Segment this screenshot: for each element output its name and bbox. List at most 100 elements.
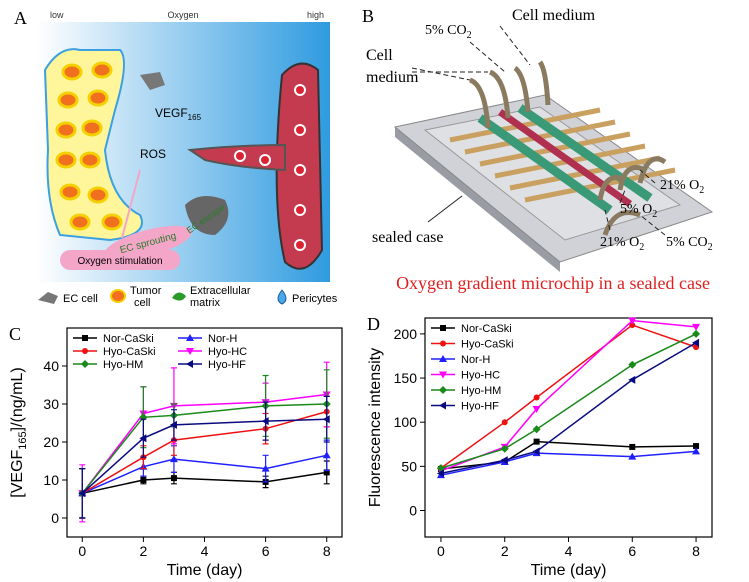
oxygen-label: Oxygen bbox=[167, 10, 198, 20]
legend-marker bbox=[439, 386, 447, 394]
legend-label: Nor-CaSki bbox=[103, 333, 154, 345]
co2-text: 5% CO bbox=[425, 23, 467, 38]
o2-mid: 5% O2 bbox=[620, 202, 657, 220]
legend-marker bbox=[439, 371, 447, 379]
legend-label: Hyo-HC bbox=[208, 346, 247, 358]
legend-matrix: matrix bbox=[190, 297, 220, 309]
co2-bottom: 5% CO2 bbox=[666, 235, 713, 253]
o2-subscript: 2 bbox=[699, 185, 704, 196]
o2-right: 21% O2 bbox=[660, 178, 704, 196]
legend-tumor-icon bbox=[110, 289, 126, 303]
x-tick-label: 6 bbox=[262, 543, 270, 559]
marker bbox=[322, 415, 330, 424]
legend-marker bbox=[440, 325, 446, 331]
x-tick-label: 4 bbox=[201, 543, 209, 559]
red-cells bbox=[234, 84, 306, 251]
ros-label: ROS bbox=[140, 147, 166, 161]
legend-label: Hyo-HF bbox=[208, 359, 246, 371]
ec-cell bbox=[140, 72, 165, 90]
low-label: low bbox=[50, 10, 64, 20]
legend-marker bbox=[82, 335, 88, 341]
co2-subscript: 2 bbox=[708, 242, 713, 253]
x-tick-label: 8 bbox=[692, 543, 700, 559]
marker bbox=[692, 447, 701, 455]
marker bbox=[628, 317, 637, 325]
panel-label: B bbox=[362, 6, 374, 26]
channel-red bbox=[497, 109, 633, 207]
legend-ec-icon bbox=[38, 292, 58, 304]
marker bbox=[170, 475, 177, 482]
panel-label: D bbox=[367, 314, 380, 334]
vegf-text: VEGF bbox=[155, 106, 188, 120]
marker bbox=[533, 394, 540, 401]
o2-text: 5% O bbox=[620, 202, 652, 217]
o2-subscript: 2 bbox=[639, 242, 644, 253]
x-tick-label: 0 bbox=[78, 543, 86, 559]
panel-a: A low Oxygen high VEGF165 ROS EC sprouti… bbox=[14, 8, 338, 309]
marker bbox=[169, 455, 178, 463]
marker bbox=[169, 420, 177, 429]
series-line bbox=[440, 450, 697, 476]
pointer bbox=[121, 169, 141, 239]
cell-medium-left: Cell bbox=[366, 47, 393, 64]
legend-label: Hyo-HF bbox=[461, 401, 499, 413]
y-tick-label: 20 bbox=[43, 434, 59, 450]
co2-text: 5% CO bbox=[666, 235, 708, 250]
marker bbox=[629, 322, 636, 329]
y-tick-label: 100 bbox=[394, 414, 418, 430]
y-axis-label-part: [VEGF bbox=[9, 449, 26, 497]
vegf-label: VEGF165 bbox=[155, 106, 202, 122]
panel-label: A bbox=[14, 8, 27, 28]
marker bbox=[261, 417, 269, 426]
marker bbox=[692, 329, 701, 338]
legend-label: Nor-H bbox=[461, 354, 490, 366]
chart: 0 2 4 6 8 0 50 100 150 200 D Time (day) Fluorescence… bbox=[367, 314, 713, 579]
o2-text: 21% O bbox=[660, 178, 699, 193]
legend-label: Hyo-HM bbox=[461, 385, 501, 397]
marker bbox=[532, 447, 540, 456]
cell-medium-top: Cell medium bbox=[512, 7, 596, 24]
legend-matrix-icon bbox=[172, 292, 186, 301]
x-tick-label: 2 bbox=[139, 543, 147, 559]
y-tick-label: 40 bbox=[43, 358, 59, 374]
y-tick-label: 30 bbox=[43, 396, 59, 412]
channel-green bbox=[477, 114, 613, 214]
x-tick-label: 0 bbox=[437, 543, 445, 559]
legend-label: Nor-CaSki bbox=[461, 323, 512, 335]
y-tick-label: 0 bbox=[409, 503, 417, 519]
legend-marker bbox=[82, 348, 88, 354]
y-tick-label: 50 bbox=[401, 458, 417, 474]
co2-subscript: 2 bbox=[467, 30, 472, 41]
tubes bbox=[468, 60, 667, 236]
chart: 0 2 4 6 8 0 10 20 30 40 C Time (day) [VEGF165]/(ng/m… bbox=[9, 324, 343, 579]
y-axis-label: [VEGF165]/(ng/mL) bbox=[9, 367, 29, 497]
caption: Oxygen gradient microchip in a sealed ca… bbox=[396, 273, 710, 293]
tumor-cells bbox=[55, 61, 123, 231]
legend-marker bbox=[186, 360, 193, 368]
marker bbox=[261, 464, 270, 472]
x-axis-label: Time (day) bbox=[531, 562, 607, 579]
marker bbox=[533, 438, 540, 445]
o2-bottom: 21% O2 bbox=[600, 235, 644, 253]
y-axis-label-part: 165 bbox=[17, 431, 29, 449]
marker bbox=[322, 451, 331, 459]
marker bbox=[628, 360, 637, 369]
y-axis-label-part: ]/(ng/mL) bbox=[9, 367, 26, 431]
legend-label: Hyo-CaSki bbox=[461, 339, 514, 351]
oxygen-stimulation-bubble bbox=[60, 250, 180, 270]
x-tick-label: 6 bbox=[628, 543, 636, 559]
legend-label: Hyo-HC bbox=[461, 370, 500, 382]
legend-marker bbox=[186, 348, 194, 355]
marker bbox=[78, 489, 86, 498]
marker bbox=[692, 323, 701, 331]
sealed-case-arrow bbox=[427, 195, 463, 223]
legend-marker bbox=[186, 334, 194, 341]
marker bbox=[501, 419, 508, 426]
legend-tumor: Tumor bbox=[130, 285, 162, 297]
legend-ec: EC cell bbox=[63, 293, 98, 305]
marker bbox=[629, 443, 636, 450]
marker bbox=[500, 444, 509, 453]
cell-medium-left: medium bbox=[366, 69, 419, 86]
o2-subscript: 2 bbox=[652, 209, 657, 220]
